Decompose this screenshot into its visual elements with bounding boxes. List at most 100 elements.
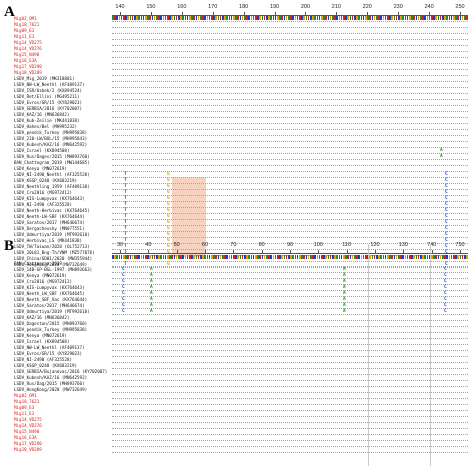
ruler-tick	[460, 250, 461, 253]
reference-base	[145, 16, 147, 20]
panel-a-reference-row	[112, 16, 468, 21]
alignment-row	[112, 369, 468, 375]
reference-base	[389, 16, 391, 20]
sequence-name: LSDV_Kenya (MN072619)	[14, 273, 67, 278]
variant-base-mark: C	[122, 309, 125, 314]
reference-base	[200, 255, 202, 259]
reference-base	[424, 16, 426, 20]
alignment-row	[112, 375, 468, 381]
variant-base-mark: A	[440, 154, 443, 159]
reference-base	[325, 255, 327, 259]
reference-base	[149, 255, 151, 259]
sequence-name: LSDV_Hahes/Bel (MH995232)	[14, 124, 78, 129]
sequence-name: Mig09_E3	[14, 28, 35, 33]
reference-base	[404, 16, 407, 20]
reference-base	[314, 255, 316, 259]
sequence-name: LSDV_NI-2490_Neethl (AF325528)	[14, 172, 90, 177]
variant-base-mark: T	[124, 244, 127, 249]
reference-base	[160, 255, 162, 259]
reference-base	[241, 255, 244, 259]
reference-base	[461, 255, 464, 259]
reference-base	[127, 16, 129, 20]
ruler-tick-label: 740	[427, 242, 437, 248]
reference-base	[191, 255, 193, 259]
variant-base-mark: T	[124, 220, 127, 225]
reference-base	[261, 16, 264, 20]
ruler-tick-label: 130	[398, 242, 408, 248]
reference-base	[338, 16, 341, 20]
ruler-tick-label: 70	[230, 242, 237, 248]
reference-base	[186, 16, 189, 20]
sequence-name: Mig18_VD289	[14, 70, 42, 75]
sequence-name: BAN_Chattogram_2019	[14, 261, 62, 266]
sequence-name: LSDV_Saratov/2017 (MH646674)	[14, 303, 85, 308]
sequence-name: Mig11_E3	[14, 411, 35, 416]
reference-base	[244, 16, 246, 20]
alignment-row	[112, 447, 468, 453]
reference-base	[455, 16, 457, 20]
alignment-row	[112, 172, 468, 178]
sequence-name: Mig15_N490	[14, 429, 40, 434]
variant-base-mark: A	[343, 285, 346, 290]
sequence-name: Mig16_E3A	[14, 435, 37, 440]
reference-base	[382, 255, 385, 259]
reference-base	[193, 16, 195, 20]
reference-base	[459, 16, 462, 20]
reference-base	[277, 16, 279, 20]
variant-base-mark: T	[124, 262, 127, 267]
alignment-row	[112, 190, 468, 196]
alignment-row	[112, 88, 468, 94]
reference-base	[336, 16, 338, 20]
reference-base	[208, 255, 211, 259]
reference-base	[431, 16, 433, 20]
alignment-row	[112, 220, 468, 226]
reference-base	[288, 255, 290, 259]
reference-base	[446, 255, 448, 259]
reference-base	[118, 255, 121, 259]
variant-base-mark: T	[124, 214, 127, 219]
variant-base-mark: T	[124, 196, 127, 201]
reference-base	[233, 255, 235, 259]
reference-base	[248, 16, 250, 20]
reference-base	[334, 255, 336, 259]
variant-base-mark: C	[445, 208, 448, 213]
reference-base	[219, 255, 222, 259]
ruler-tick	[120, 12, 121, 15]
reference-base	[142, 16, 145, 20]
reference-base	[120, 16, 123, 20]
sequence-name: Mig14_VD275	[14, 417, 42, 422]
reference-base	[162, 16, 165, 20]
variant-base-mark: G	[167, 178, 170, 183]
reference-base	[224, 16, 226, 20]
alignment-row	[112, 34, 468, 40]
reference-base	[224, 255, 226, 259]
alignment-row	[112, 124, 468, 130]
ruler-tick	[243, 12, 245, 15]
reference-base	[142, 255, 145, 259]
reference-base	[171, 16, 173, 20]
ruler-tick-label: 60	[201, 242, 209, 248]
reference-base	[406, 16, 409, 20]
reference-base	[290, 16, 292, 20]
reference-base	[442, 16, 444, 20]
sequence-name: Mig14_VD276	[14, 46, 42, 51]
reference-base	[241, 16, 244, 20]
reference-base	[228, 255, 231, 259]
reference-base	[257, 16, 259, 20]
reference-base	[270, 16, 272, 20]
reference-base	[213, 16, 215, 20]
reference-base	[294, 255, 297, 259]
reference-base	[389, 255, 391, 259]
reference-base	[310, 16, 312, 20]
reference-base	[184, 255, 187, 259]
reference-base	[281, 16, 283, 20]
sequence-name: LSDV_Kenya (MN072619)	[14, 166, 67, 171]
variant-base-mark: C	[445, 232, 448, 237]
reference-base	[197, 16, 200, 20]
reference-base	[294, 16, 297, 20]
reference-base	[217, 255, 220, 259]
panel-b-label: B	[4, 238, 15, 254]
reference-base	[222, 255, 224, 259]
sequence-name: LSDV_Rus/Dag/2015 (MH893760)	[14, 381, 85, 386]
variant-base-mark: T	[124, 172, 127, 177]
